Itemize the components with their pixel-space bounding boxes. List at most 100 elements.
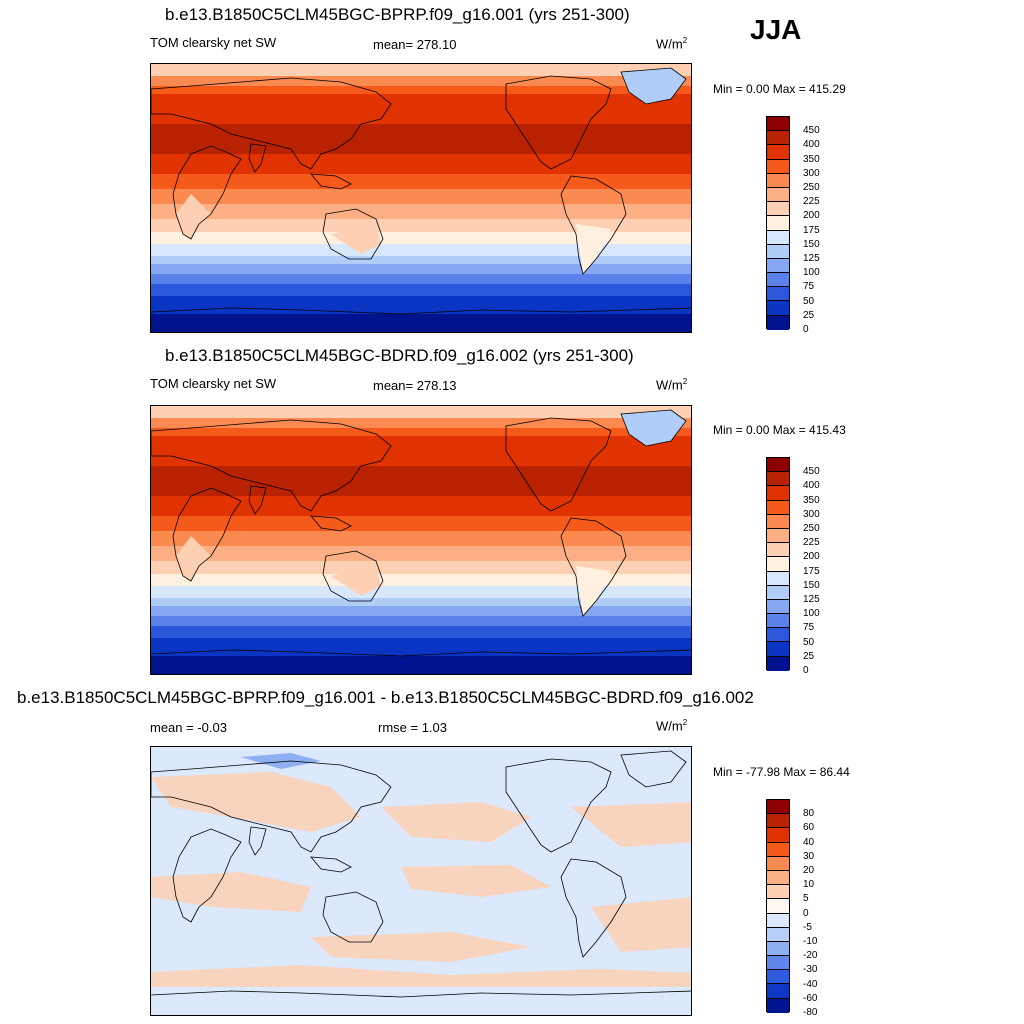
panel2-colorbar-label: 250 xyxy=(803,522,820,534)
lat-band xyxy=(151,466,691,496)
coastline xyxy=(248,485,267,515)
panel2-colorbar-label: 50 xyxy=(803,636,815,648)
panel1-colorbar-box xyxy=(767,187,789,203)
coastline xyxy=(310,856,352,873)
panel2-colorbar-box xyxy=(767,585,789,600)
panel2-colorbar-label: 75 xyxy=(803,622,815,634)
panel3-colorbar-label: -30 xyxy=(803,964,818,976)
panel1-title: b.e13.B1850C5CLM45BGC-BPRP.f09_g16.001 (… xyxy=(165,5,630,24)
season-label: JJA xyxy=(750,14,802,45)
lat-band xyxy=(151,204,691,219)
lat-band xyxy=(151,274,691,284)
diff-positive-region xyxy=(571,802,691,847)
panel3-colorbar-box xyxy=(767,941,789,957)
panel1-colorbar-label: 125 xyxy=(803,252,820,264)
greenland-shade xyxy=(621,68,686,104)
coastline xyxy=(310,173,352,190)
panel2-mean-label: mean= 278.13 xyxy=(373,378,457,393)
lat-band xyxy=(151,531,691,546)
panel2-colorbar-label: 300 xyxy=(803,508,820,520)
panel3-colorbar-box xyxy=(767,970,789,985)
panel2-units: W/m2 xyxy=(656,377,688,393)
panel2-title: b.e13.B1850C5CLM45BGC-BDRD.f09_g16.002 (… xyxy=(165,346,634,365)
panel2-colorbar-box xyxy=(767,458,789,473)
panel3-colorbar-box xyxy=(767,856,789,871)
lat-band xyxy=(151,638,691,656)
coastline xyxy=(620,750,687,788)
panel3-colorbar-box xyxy=(767,984,789,999)
panel2-colorbar xyxy=(766,457,790,671)
panel1-colorbar-label: 250 xyxy=(803,181,820,193)
panel2-colorbar-box xyxy=(767,656,789,671)
lat-band xyxy=(151,109,691,124)
panel2-colorbar-label: 175 xyxy=(803,565,820,577)
panel1-colorbar-box xyxy=(767,230,789,245)
panel3-title: b.e13.B1850C5CLM45BGC-BPRP.f09_g16.001 -… xyxy=(17,688,754,707)
panel1-colorbar-box xyxy=(767,315,789,330)
panel3-colorbar-label: 60 xyxy=(803,822,815,834)
lat-band xyxy=(151,546,691,561)
coastline xyxy=(505,75,612,170)
south-america-shade xyxy=(576,566,611,616)
coastline xyxy=(248,143,267,173)
panel2-map-svg xyxy=(151,406,691,674)
panel3-colorbar-box xyxy=(767,899,789,914)
lat-band xyxy=(151,626,691,638)
panel1-colorbar-box xyxy=(767,117,789,132)
lat-band xyxy=(151,124,691,154)
panel3-colorbar-label: 30 xyxy=(803,850,815,862)
panel2-minmax: Min = 0.00 Max = 415.43 xyxy=(713,423,846,437)
coastline xyxy=(620,67,687,105)
panel2-colorbar-box xyxy=(767,557,789,572)
coastline xyxy=(172,828,242,923)
coastline xyxy=(560,517,627,617)
coastline xyxy=(172,145,242,240)
panel1-colorbar-box xyxy=(767,301,789,316)
panel2-colorbar-label: 25 xyxy=(803,650,815,662)
panel3-colorbar-box xyxy=(767,885,789,900)
panel2-colorbar-box xyxy=(767,500,789,515)
lat-band xyxy=(151,598,691,606)
panel1-map xyxy=(150,63,692,333)
panel1-colorbar-label: 150 xyxy=(803,238,820,250)
panel2-colorbar-box xyxy=(767,628,789,643)
lat-band xyxy=(151,86,691,94)
lat-band xyxy=(151,174,691,189)
panel3-colorbar-label: -40 xyxy=(803,978,818,990)
panel2-colorbar-label: 200 xyxy=(803,551,820,563)
panel3-colorbar-box xyxy=(767,870,789,886)
lat-band xyxy=(151,428,691,436)
coastline xyxy=(151,760,392,853)
coastline xyxy=(248,826,267,856)
panel2-colorbar-label: 400 xyxy=(803,480,820,492)
lat-band xyxy=(151,232,691,244)
lat-band xyxy=(151,616,691,626)
panel3-colorbar-box xyxy=(767,998,789,1013)
panel3-colorbar-label: 40 xyxy=(803,836,815,848)
lat-band xyxy=(151,76,691,86)
diff-positive-region xyxy=(401,865,551,897)
australia-shade xyxy=(331,566,381,596)
panel1-colorbar-label: 75 xyxy=(803,281,815,293)
panel1-variable-label: TOM clearsky net SW xyxy=(150,35,277,50)
coastline xyxy=(505,758,612,853)
lat-band xyxy=(151,406,691,418)
panel1-colorbar-box xyxy=(767,145,789,160)
panel1-colorbar-label: 400 xyxy=(803,139,820,151)
panel2-colorbar-box xyxy=(767,599,789,615)
panel3-map-svg xyxy=(151,747,691,1015)
panel2-colorbar-box xyxy=(767,642,789,657)
lat-band xyxy=(151,436,691,451)
panel2-colorbar-label: 100 xyxy=(803,608,820,620)
lat-band xyxy=(151,606,691,616)
panel3-colorbar-box xyxy=(767,828,789,843)
coastline xyxy=(505,417,612,512)
panel1-colorbar-label: 100 xyxy=(803,267,820,279)
panel3-colorbar-label: 80 xyxy=(803,808,815,820)
diff-negative-region xyxy=(241,753,321,769)
panel1-colorbar-label: 300 xyxy=(803,167,820,179)
panel2-colorbar-box xyxy=(767,543,789,558)
panel2-colorbar-label: 150 xyxy=(803,579,820,591)
panel1-colorbar-box xyxy=(767,287,789,302)
panel1-colorbar-box xyxy=(767,244,789,259)
